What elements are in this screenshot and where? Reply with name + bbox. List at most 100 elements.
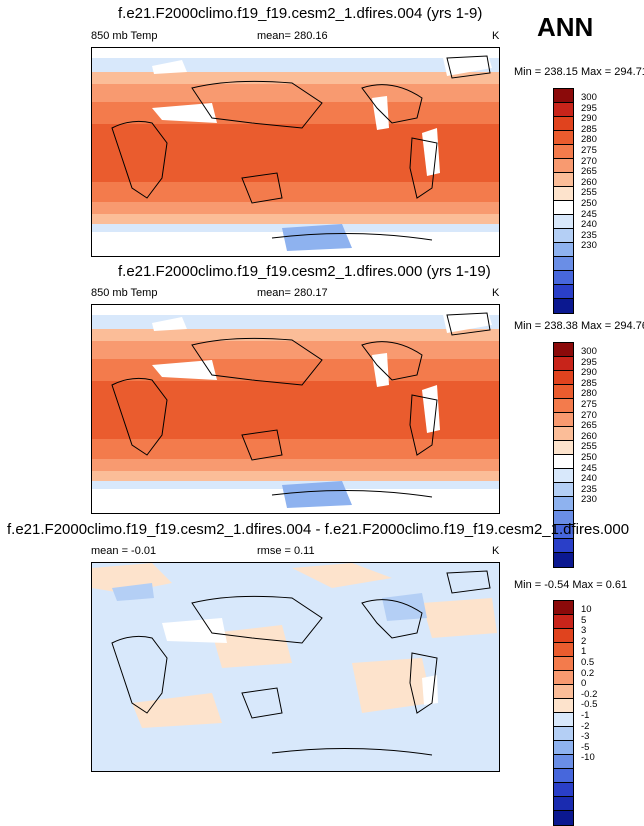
colorbar-tick-label: 255	[581, 187, 597, 199]
panel1-map	[91, 47, 500, 257]
colorbar-swatch	[554, 755, 573, 769]
panel3-title: f.e21.F2000climo.f19_f19.cesm2_1.dfires.…	[7, 521, 630, 538]
panel3-colorbar	[553, 600, 574, 826]
colorbar-swatch	[554, 285, 573, 299]
colorbar-tick-label: 270	[581, 409, 597, 421]
colorbar-tick-label: 300	[581, 92, 597, 103]
colorbar-swatch	[554, 741, 573, 755]
colorbar-tick-label: 255	[581, 441, 597, 453]
colorbar-swatch	[554, 145, 573, 159]
colorbar-swatch	[554, 257, 573, 271]
colorbar-swatch	[554, 727, 573, 741]
panel2-map-field	[92, 305, 499, 513]
colorbar-swatch	[554, 357, 573, 371]
colorbar-tick-label: -0.2	[581, 688, 598, 700]
colorbar-swatch	[554, 427, 573, 441]
panel1-colorbar	[553, 88, 574, 314]
colorbar-swatch	[554, 601, 573, 615]
colorbar-swatch	[554, 131, 573, 145]
colorbar-tick-label: 2	[581, 635, 587, 647]
colorbar-swatch	[554, 657, 573, 671]
panel2-title: f.e21.F2000climo.f19_f19.cesm2_1.dfires.…	[118, 263, 491, 280]
panel3-units: K	[492, 545, 500, 557]
colorbar-swatch	[554, 469, 573, 483]
colorbar-swatch	[554, 699, 573, 713]
colorbar-swatch	[554, 525, 573, 539]
colorbar-swatch	[554, 187, 573, 201]
season-label: ANN	[537, 12, 594, 42]
colorbar-swatch	[554, 615, 573, 629]
colorbar-tick-label: 1	[581, 646, 587, 658]
panel3-mean-label: mean = -0.01	[91, 545, 157, 557]
colorbar-tick-label: 280	[581, 134, 597, 146]
panel3-rmse-label: rmse = 0.11	[257, 545, 315, 557]
colorbar-swatch	[554, 539, 573, 553]
colorbar-tick-label: 275	[581, 398, 597, 410]
colorbar-tick-label: -2	[581, 720, 590, 732]
panel3-map-field	[92, 563, 499, 771]
colorbar-swatch	[554, 89, 573, 103]
panel3-map	[91, 562, 500, 772]
colorbar-swatch	[554, 671, 573, 685]
colorbar-swatch	[554, 371, 573, 385]
colorbar-swatch	[554, 229, 573, 243]
colorbar-tick-label: 285	[581, 123, 597, 135]
panel1-title: f.e21.F2000climo.f19_f19.cesm2_1.dfires.…	[118, 5, 483, 22]
colorbar-tick-label: 240	[581, 219, 597, 231]
colorbar-swatch	[554, 497, 573, 511]
colorbar-tick-label: 260	[581, 430, 597, 442]
colorbar-tick-label: 250	[581, 197, 597, 209]
colorbar-tick-label: 5	[581, 614, 587, 626]
colorbar-swatch	[554, 385, 573, 399]
colorbar-tick-label: 245	[581, 462, 597, 474]
panel1-minmax: Min = 238.15 Max = 294.71	[514, 66, 644, 78]
colorbar-tick-label: 0.2	[581, 667, 595, 679]
colorbar-tick-label: 290	[581, 367, 597, 379]
colorbar-tick-label: 295	[581, 356, 597, 368]
colorbar-tick-label: 250	[581, 451, 597, 463]
colorbar-swatch	[554, 811, 573, 825]
colorbar-tick-label: -5	[581, 741, 590, 753]
colorbar-tick-label: -1	[581, 709, 590, 721]
colorbar-swatch	[554, 769, 573, 783]
panel2-variable-label: 850 mb Temp	[91, 287, 158, 299]
colorbar-swatch	[554, 201, 573, 215]
panel2-minmax: Min = 238.38 Max = 294.76	[514, 320, 644, 332]
colorbar-tick-label: -0.5	[581, 699, 598, 711]
panel3-minmax: Min = -0.54 Max = 0.61	[514, 579, 628, 591]
colorbar-swatch	[554, 783, 573, 797]
panel1-units: K	[492, 30, 500, 42]
colorbar-tick-label: 245	[581, 208, 597, 220]
colorbar-tick-label: 280	[581, 388, 597, 400]
colorbar-swatch	[554, 511, 573, 525]
colorbar-tick-label: 265	[581, 166, 597, 178]
colorbar-swatch	[554, 243, 573, 257]
colorbar-tick-label: 275	[581, 144, 597, 156]
panel1-colorbar-labels: 300 295 290 285 280 275 270 265 260 255 …	[581, 92, 597, 252]
colorbar-swatch	[554, 103, 573, 117]
panel1-map-field	[92, 48, 499, 256]
colorbar-swatch	[554, 159, 573, 173]
colorbar-tick-label: 240	[581, 473, 597, 485]
colorbar-tick-label: 0.5	[581, 656, 595, 668]
colorbar-swatch	[554, 299, 573, 313]
panel2-colorbar	[553, 342, 574, 568]
colorbar-tick-label: 3	[581, 625, 587, 637]
colorbar-swatch	[554, 713, 573, 727]
colorbar-tick-label: 285	[581, 377, 597, 389]
colorbar-tick-label: 265	[581, 420, 597, 432]
colorbar-swatch	[554, 643, 573, 657]
colorbar-tick-label: 290	[581, 113, 597, 125]
colorbar-tick-label: -3	[581, 731, 590, 743]
colorbar-swatch	[554, 441, 573, 455]
colorbar-swatch	[554, 629, 573, 643]
colorbar-tick-label: 230	[581, 494, 597, 506]
colorbar-tick-label: 300	[581, 346, 597, 357]
colorbar-swatch	[554, 413, 573, 427]
colorbar-swatch	[554, 215, 573, 229]
panel2-colorbar-labels: 300 295 290 285 280 275 270 265 260 255 …	[581, 346, 597, 506]
colorbar-tick-label: 0	[581, 678, 587, 690]
colorbar-swatch	[554, 343, 573, 357]
colorbar-swatch	[554, 173, 573, 187]
panel1-mean-label: mean= 280.16	[257, 30, 328, 42]
